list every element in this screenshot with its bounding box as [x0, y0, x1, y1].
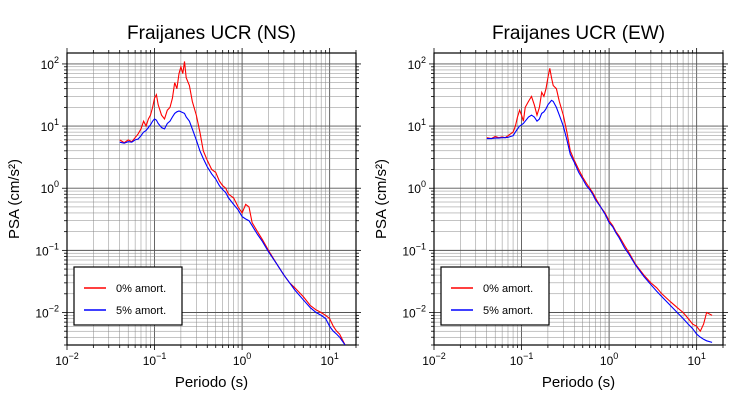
chart-title: Fraijanes UCR (EW)	[492, 23, 665, 44]
tick-exponent: 1	[334, 351, 339, 361]
tick-exponent: −1	[49, 241, 59, 251]
tick-base: 10	[402, 307, 416, 321]
x-tick-label: 10−1	[510, 351, 534, 368]
y-tick-label: 100	[408, 179, 426, 196]
tick-exponent: −2	[49, 304, 59, 314]
tick-base: 10	[687, 354, 701, 368]
tick-exponent: 0	[246, 351, 251, 361]
tick-exponent: −1	[156, 351, 166, 361]
x-tick-label: 10−1	[143, 351, 167, 368]
y-tick-label: 10−1	[35, 241, 59, 258]
x-tick-label: 100	[600, 351, 618, 368]
x-tick-label: 101	[687, 351, 705, 368]
chart-panel-2: 10−2 10−1 100 10110−210−1100101102Fraijanes…	[373, 23, 728, 391]
series-line-blue	[119, 110, 346, 345]
tick-exponent: 0	[54, 179, 59, 189]
grid	[434, 53, 723, 345]
tick-base: 10	[402, 244, 416, 258]
tick-exponent: −1	[416, 241, 426, 251]
tick-exponent: −2	[436, 351, 446, 361]
tick-base: 10	[408, 120, 422, 134]
legend-label: 0% amort.	[116, 283, 166, 295]
tick-base: 10	[510, 354, 524, 368]
tick-base: 10	[143, 354, 157, 368]
series-line-red	[119, 61, 346, 345]
plot-frame	[66, 52, 357, 346]
series-line-blue	[486, 99, 713, 343]
tick-exponent: 2	[54, 55, 59, 65]
chart-title: Fraijanes UCR (NS)	[127, 23, 296, 44]
tick-exponent: 0	[613, 351, 618, 361]
y-tick-label: 10−2	[35, 304, 59, 321]
tick-base: 10	[320, 354, 334, 368]
x-axis-label: Periodo (s)	[542, 374, 615, 391]
y-axis-label: PSA (cm/s²)	[373, 159, 390, 239]
legend-label: 5% amort.	[116, 305, 166, 317]
tick-base: 10	[422, 354, 436, 368]
tick-base: 10	[233, 354, 247, 368]
x-tick-label: 100	[233, 351, 251, 368]
chart-panel-1: 10−2 10−1 100 10110−210−1100101102Fraijanes…	[6, 23, 361, 391]
y-tick-label: 10−1	[402, 241, 426, 258]
y-tick-label: 102	[408, 55, 426, 72]
x-axis-label: Periodo (s)	[175, 374, 248, 391]
tick-base: 10	[408, 182, 422, 196]
tick-base: 10	[41, 182, 55, 196]
y-tick-label: 101	[41, 117, 59, 134]
tick-exponent: 1	[701, 351, 706, 361]
legend-label: 0% amort.	[483, 283, 533, 295]
tick-exponent: 0	[421, 179, 426, 189]
x-tick-label: 10−2	[422, 351, 446, 368]
tick-base: 10	[55, 354, 69, 368]
legend-label: 5% amort.	[483, 305, 533, 317]
tick-exponent: −1	[523, 351, 533, 361]
y-axis-label: PSA (cm/s²)	[6, 159, 23, 239]
tick-exponent: −2	[416, 304, 426, 314]
y-tick-label: 100	[41, 179, 59, 196]
tick-exponent: 1	[421, 117, 426, 127]
legend: 0% amort. 5% amort.	[73, 266, 183, 326]
tick-exponent: −2	[69, 351, 79, 361]
x-tick-label: 10−2	[55, 351, 79, 368]
tick-base: 10	[35, 244, 49, 258]
tick-base: 10	[408, 58, 422, 72]
x-tick-label: 101	[320, 351, 338, 368]
tick-exponent: 2	[421, 55, 426, 65]
legend: 0% amort. 5% amort.	[440, 266, 550, 326]
tick-exponent: 1	[54, 117, 59, 127]
tick-base: 10	[35, 307, 49, 321]
plot-frame	[433, 52, 724, 346]
grid	[67, 53, 356, 345]
tick-base: 10	[41, 120, 55, 134]
series-line-red	[486, 68, 713, 333]
y-tick-label: 10−2	[402, 304, 426, 321]
legend-box	[440, 266, 550, 326]
legend-box	[73, 266, 183, 326]
tick-base: 10	[600, 354, 614, 368]
tick-base: 10	[41, 58, 55, 72]
y-tick-label: 102	[41, 55, 59, 72]
y-tick-label: 101	[408, 117, 426, 134]
